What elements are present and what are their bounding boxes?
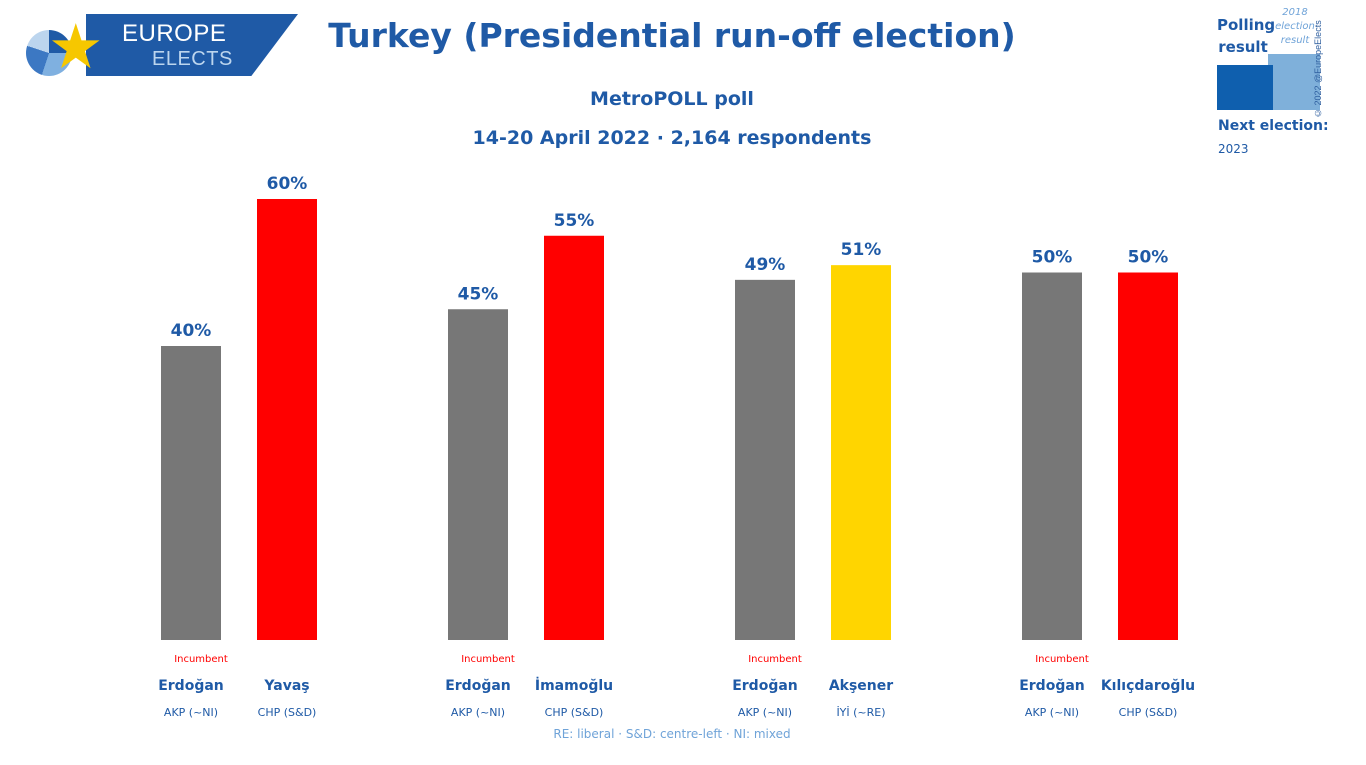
incumbent-label: Incumbent: [748, 654, 802, 665]
candidate-party: AKP (~NI): [164, 706, 218, 719]
bar-value-label: 40%: [171, 321, 212, 341]
bar: [1118, 272, 1178, 640]
candidate-party: CHP (S&D): [545, 706, 604, 719]
bar-value-label: 45%: [458, 284, 499, 304]
candidate-name: Erdoğan: [158, 678, 224, 694]
bar: [448, 309, 508, 640]
candidate-name: İmamoğlu: [535, 677, 613, 694]
candidate-name: Erdoğan: [732, 678, 798, 694]
bar-value-label: 50%: [1032, 248, 1073, 268]
candidate-party: AKP (~NI): [738, 706, 792, 719]
bar-value-label: 51%: [841, 240, 882, 260]
incumbent-label: Incumbent: [1035, 654, 1089, 665]
party-footnote: RE: liberal · S&D: centre-left · NI: mix…: [553, 727, 791, 741]
candidate-name: Akşener: [829, 678, 893, 694]
candidate-party: İYİ (~RE): [836, 706, 885, 719]
legend-previous-swatch: [1268, 54, 1320, 110]
legend: Polling result 2018 election result © 20…: [1210, 0, 1366, 170]
candidate-party: CHP (S&D): [258, 706, 317, 719]
candidate-name: Kılıçdaroğlu: [1101, 678, 1195, 694]
candidate-party: AKP (~NI): [1025, 706, 1079, 719]
candidate-name: Erdoğan: [445, 678, 511, 694]
bar: [1022, 272, 1082, 640]
bar-value-label: 50%: [1128, 248, 1169, 268]
bar-value-label: 55%: [554, 211, 595, 231]
bar: [735, 279, 795, 640]
incumbent-label: Incumbent: [461, 654, 515, 665]
europe-elects-logo: ★ EUROPE ELECTS: [26, 10, 298, 83]
incumbent-label: Incumbent: [174, 654, 228, 665]
logo-pie-icon: [26, 30, 72, 76]
bar: [161, 346, 221, 640]
candidate-name: Yavaş: [263, 678, 309, 694]
pollster-subtitle: MetroPOLL poll: [590, 88, 754, 110]
legend-polling-swatch: [1217, 65, 1273, 110]
bar-value-label: 60%: [267, 174, 308, 194]
fieldwork-subtitle: 14-20 April 2022 · 2,164 respondents: [472, 127, 872, 149]
next-election-value: 2023: [1218, 142, 1249, 156]
star-icon: ★: [48, 10, 104, 83]
legend-previous-label: 2018 election result: [1275, 7, 1315, 46]
chart-title: Turkey (Presidential run-off election): [328, 16, 1016, 55]
next-election-label: Next election:: [1218, 118, 1329, 134]
bar-value-label: 49%: [745, 255, 786, 275]
logo-word-elects: ELECTS: [152, 48, 233, 70]
candidate-party: CHP (S&D): [1119, 706, 1178, 719]
candidate-party: AKP (~NI): [451, 706, 505, 719]
bar: [544, 235, 604, 640]
bar: [831, 265, 891, 640]
bar: [257, 199, 317, 640]
legend-polling-label: Polling result: [1217, 16, 1276, 56]
logo-word-europe: EUROPE: [122, 20, 227, 47]
candidate-name: Erdoğan: [1019, 678, 1085, 694]
